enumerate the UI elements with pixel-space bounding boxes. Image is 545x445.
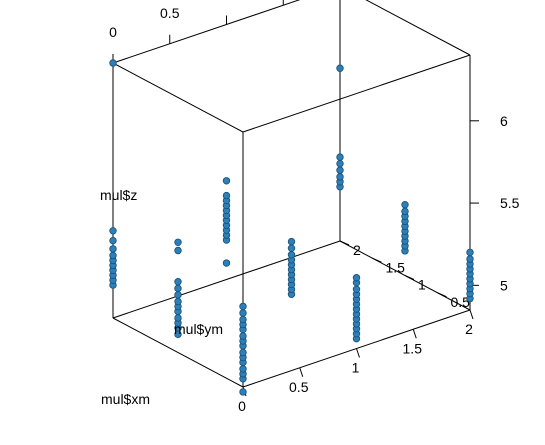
- outlier-point: [239, 388, 247, 396]
- data-point: [174, 291, 182, 299]
- x-tick-label: 2: [465, 321, 473, 337]
- data-point: [336, 173, 344, 181]
- x-tick-label: 1.5: [403, 340, 423, 356]
- box-edge: [365, 0, 471, 56]
- box-edge: [112, 62, 244, 133]
- data-point: [174, 297, 182, 306]
- y-tick-label: 2: [353, 242, 361, 258]
- y-tick: [404, 275, 415, 280]
- y-tick-label: 0.5: [451, 294, 471, 310]
- data-point: [239, 309, 247, 317]
- outlier-point: [222, 259, 231, 267]
- top-tick-label: 1: [223, 0, 231, 2]
- plot-box: [112, 0, 471, 388]
- z-tick-label: 6: [500, 113, 508, 129]
- data-point: [466, 248, 474, 257]
- data-point: [109, 251, 117, 260]
- box-edge: [112, 317, 244, 388]
- x-tick: [469, 309, 474, 320]
- y-tick-label: 1: [418, 277, 426, 293]
- data-point: [239, 348, 247, 357]
- data-point: [287, 237, 296, 246]
- x-tick: [412, 329, 417, 339]
- data-point: [239, 315, 247, 324]
- z-axis-label: mul$z: [100, 187, 137, 203]
- data-point: [222, 177, 231, 185]
- outlier-point: [174, 238, 182, 246]
- box-edge: [112, 240, 341, 319]
- data-point: [109, 245, 117, 253]
- data-point: [109, 236, 117, 245]
- y-tick: [339, 240, 350, 246]
- y-axis-label: mul$ym: [174, 321, 223, 337]
- x-tick: [299, 367, 304, 377]
- x-tick: [356, 348, 360, 358]
- z-tick-label: 5: [500, 277, 508, 293]
- top-tick-label: 0.5: [160, 5, 180, 21]
- x-tick-label: 0.5: [289, 379, 309, 395]
- y-tick: [372, 257, 382, 263]
- x-axis-label: mul$xm: [101, 391, 150, 407]
- data-point: [239, 332, 247, 340]
- data-point: [336, 159, 344, 168]
- data-point: [352, 285, 361, 293]
- z-tick-label: 5.5: [500, 195, 520, 211]
- data-point: [401, 207, 409, 216]
- data-point: [352, 274, 361, 282]
- y-tick-label: 1.5: [386, 259, 406, 275]
- box-edge: [242, 54, 471, 133]
- data-point: [466, 255, 474, 263]
- data-point: [336, 166, 344, 174]
- data-point: [222, 191, 231, 200]
- data-point: [239, 302, 247, 311]
- data-point: [174, 284, 182, 293]
- outlier-point: [109, 59, 117, 67]
- top-tick-label: 0: [109, 24, 117, 40]
- x-tick-label: 0: [238, 398, 246, 414]
- data-points: [109, 59, 474, 396]
- x-tick-label: 1: [352, 360, 360, 376]
- data-point: [174, 278, 182, 286]
- data-point: [336, 153, 344, 161]
- box-edge: [112, 0, 301, 64]
- y-tick: [437, 292, 447, 298]
- outlier-point: [336, 64, 344, 72]
- data-point: [239, 365, 247, 373]
- data-point: [287, 244, 296, 252]
- data-point: [109, 227, 117, 235]
- data-point: [287, 251, 296, 259]
- outlier-point: [174, 246, 182, 255]
- data-point: [401, 201, 409, 209]
